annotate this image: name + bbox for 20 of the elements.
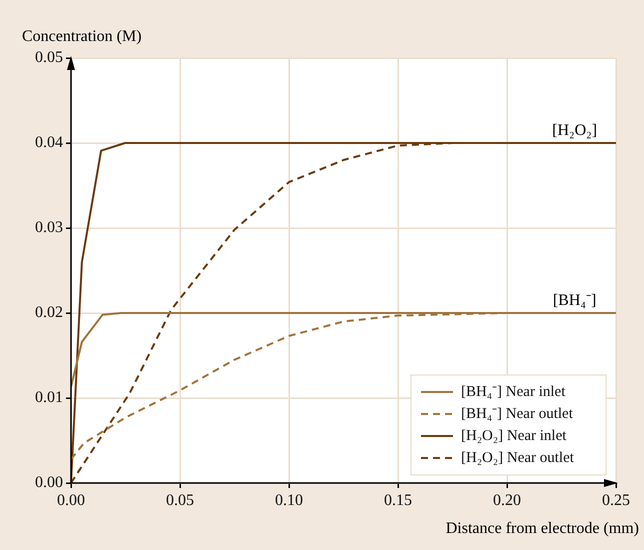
x-tick-label: 0.20 [493, 492, 521, 509]
legend-label: [BH₄⁻] Near inlet [461, 384, 566, 400]
y-tick-label: 0.04 [35, 134, 63, 152]
y-tick-label: 0.02 [35, 304, 63, 322]
x-tick-label: 0.05 [166, 492, 194, 509]
y-tick-label: 0.03 [35, 219, 63, 236]
x-axis-title: Distance from electrode (mm) [446, 520, 639, 537]
y-tick-label: 0.01 [35, 389, 63, 406]
x-tick-label: 0.15 [384, 492, 412, 509]
y-tick-label: 0.00 [35, 474, 63, 492]
x-tick-label: 0.00 [57, 492, 85, 509]
y-axis-title: Concentration (M) [22, 28, 142, 45]
legend-label: [H₂O₂] Near outlet [461, 450, 575, 466]
legend-label: [BH₄⁻] Near outlet [461, 406, 574, 422]
legend-label: [H₂O₂] Near inlet [461, 428, 568, 444]
x-tick-label: 0.25 [602, 492, 630, 509]
annotation: [H₂O₂] [552, 122, 598, 139]
x-tick-label: 0.10 [275, 492, 303, 509]
y-tick-label: 0.05 [35, 49, 63, 66]
annotation: [BH₄⁻] [552, 292, 596, 309]
